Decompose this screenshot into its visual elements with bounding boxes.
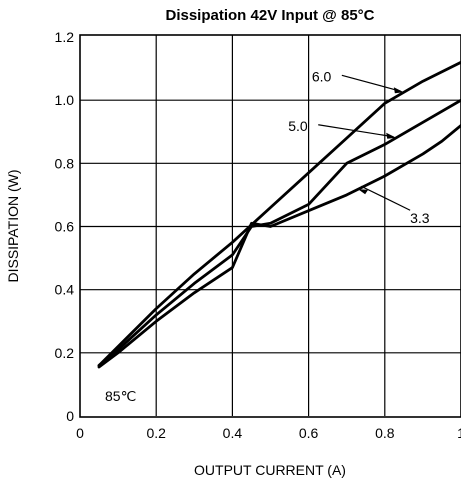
- series-line-3-3: [97, 124, 461, 369]
- y-tick-label: 1.2: [55, 29, 75, 45]
- series-annotations: 6.0 5.0 3.3: [288, 68, 430, 226]
- x-axis-ticks: 0 0.2 0.4 0.6 0.8 1: [76, 425, 461, 441]
- annotation-label: 6.0: [312, 68, 332, 84]
- annotation-label: 5.0: [288, 118, 308, 134]
- plot-frame: [79, 34, 461, 418]
- chart-title: Dissipation 42V Input @ 85°C: [166, 7, 375, 24]
- x-tick-label: 0.8: [375, 425, 395, 441]
- x-axis-label: OUTPUT CURRENT (A): [194, 462, 346, 478]
- series-line-5-0: [97, 98, 461, 367]
- annotation-leader: [341, 74, 402, 92]
- y-tick-label: 0.6: [55, 219, 75, 235]
- x-tick-label: 0: [76, 425, 84, 441]
- annotation-leader: [360, 185, 411, 211]
- annotation-arrowhead: [358, 189, 369, 195]
- series-line-6-0: [97, 60, 461, 367]
- x-tick-label: 0.6: [299, 425, 319, 441]
- grid: [80, 35, 461, 416]
- annotation-arrowhead: [393, 87, 404, 94]
- x-tick-label: 0.4: [223, 425, 243, 441]
- annotation-leader: [318, 124, 394, 138]
- y-axis-label: DISSIPATION (W): [5, 169, 21, 282]
- annotation-arrowhead: [386, 132, 397, 139]
- annotation-label: 3.3: [410, 210, 430, 226]
- y-tick-label: 1.0: [55, 92, 75, 108]
- y-tick-label: 0.2: [55, 345, 75, 361]
- temperature-note: 85℃: [105, 388, 136, 404]
- y-tick-label: 0: [66, 408, 74, 424]
- y-tick-label: 0.8: [55, 155, 75, 171]
- x-tick-label: 1: [457, 425, 461, 441]
- series-lines: [97, 60, 461, 369]
- x-tick-label: 0.2: [146, 425, 166, 441]
- y-tick-label: 0.4: [55, 282, 75, 298]
- y-axis-ticks: 0 0.2 0.4 0.6 0.8 1.0 1.2: [55, 29, 75, 424]
